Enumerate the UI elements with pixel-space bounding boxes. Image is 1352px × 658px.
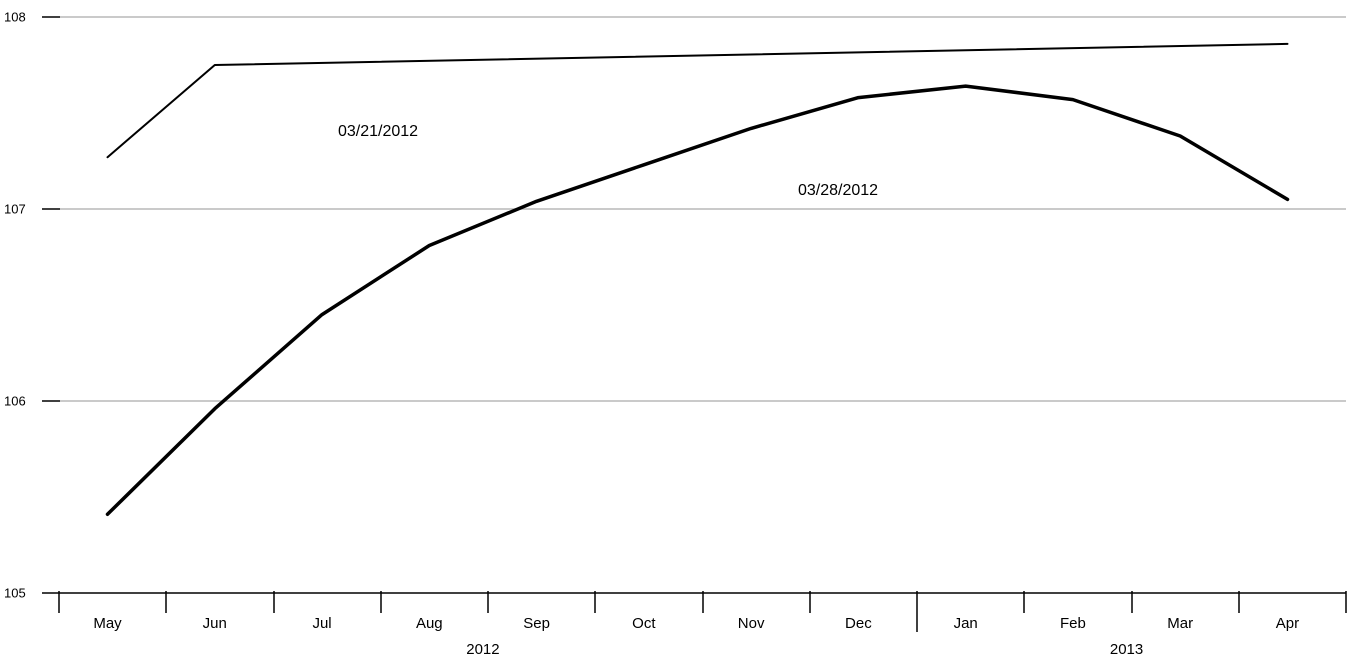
x-tick-label-feb: Feb [1060, 615, 1086, 632]
x-tick-label-dec: Dec [845, 615, 872, 632]
x-tick-label-nov: Nov [738, 615, 765, 632]
series-label-1: 03/21/2012 [338, 123, 418, 140]
gridlines [60, 16, 1346, 402]
x-tick-label-sep: Sep [523, 615, 550, 632]
series-line-2 [105, 84, 1290, 517]
year-label-2013: 2013 [1110, 641, 1143, 658]
x-tick-label-oct: Oct [632, 615, 656, 632]
series-annotations: 03/21/2012 03/28/2012 [338, 123, 878, 199]
series-line-1 [106, 42, 1289, 159]
x-tick-label-jul: Jul [312, 615, 331, 632]
y-tick-label-107: 107 [4, 202, 26, 217]
x-tick-label-may: May [93, 615, 122, 632]
x-tick-label-jun: Jun [203, 615, 227, 632]
y-tick-label-106: 106 [4, 394, 26, 409]
y-tick-label-108: 108 [4, 10, 26, 25]
x-tick-label-jan: Jan [954, 615, 978, 632]
series-lines [105, 42, 1290, 517]
x-tick-label-apr: Apr [1276, 615, 1299, 632]
series-label-2: 03/28/2012 [798, 182, 878, 199]
year-label-2012: 2012 [466, 641, 499, 658]
y-tick-label-105: 105 [4, 586, 26, 601]
x-axis: May Jun Jul Aug Sep Oct Nov Dec Jan Feb Mar Apr 2012… [58, 591, 1347, 658]
x-tick-label-aug: Aug [416, 615, 443, 632]
x-tick-label-mar: Mar [1167, 615, 1193, 632]
y-axis: 105 106 107 108 [4, 10, 60, 601]
